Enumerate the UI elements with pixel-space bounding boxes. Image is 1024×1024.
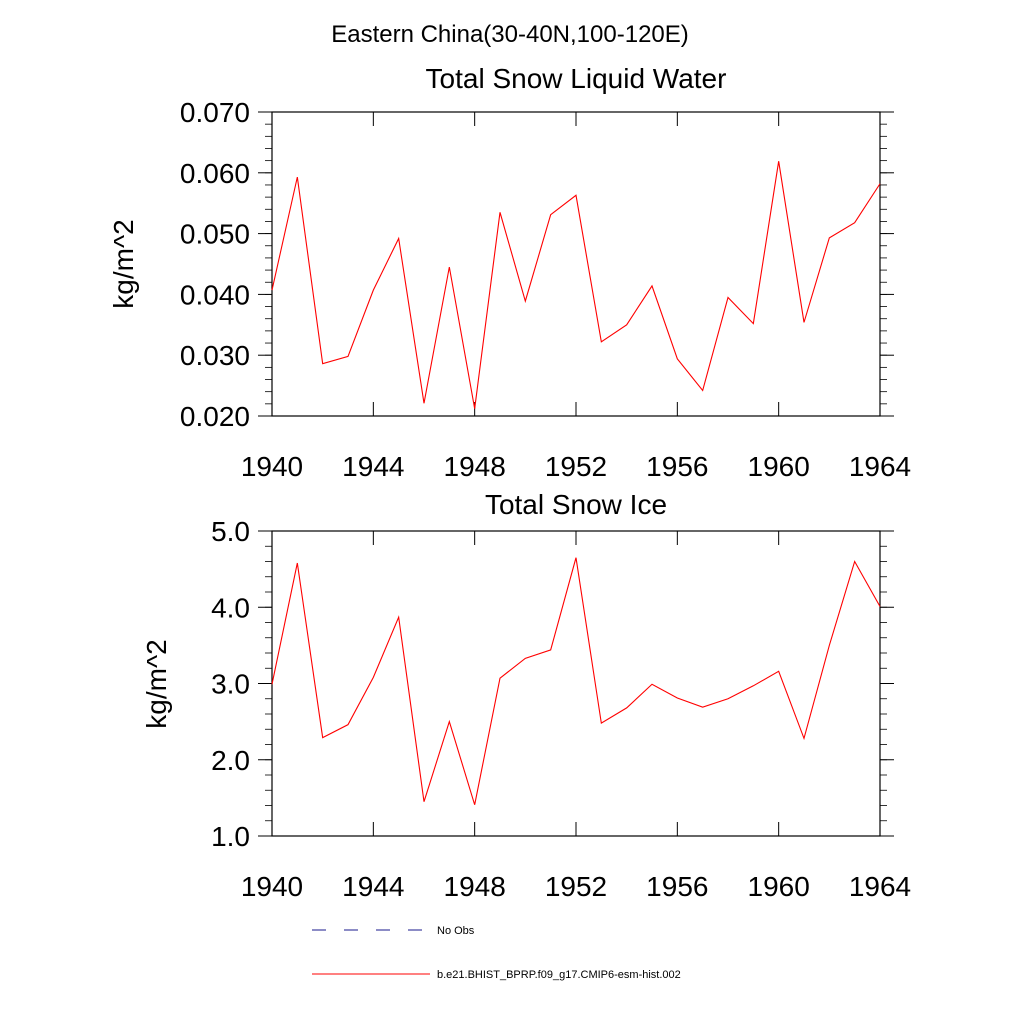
plot-frame	[271, 111, 881, 417]
x-tick-label: 1960	[748, 871, 810, 902]
series-line	[271, 161, 881, 409]
x-tick-label: 1944	[342, 871, 404, 902]
legend-item-model-run: b.e21.BHIST_BPRP.f09_g17.CMIP6-esm-hist.…	[312, 969, 681, 981]
plot-frame	[271, 530, 881, 837]
y-tick-label: 2.0	[211, 745, 250, 776]
y-tick-label: 4.0	[211, 592, 250, 623]
y-tick-label: 0.070	[180, 97, 250, 128]
panel-snow-ice: Total Snow Ice kg/m^2 1940 1944 1948 1952 19…	[141, 489, 911, 902]
x-tick-label: 1964	[849, 871, 911, 902]
x-tick-label: 1956	[646, 451, 708, 482]
y-tick-label: 0.040	[180, 279, 250, 310]
y-tick-label: 0.050	[180, 219, 250, 250]
series-line	[271, 557, 881, 805]
legend: No Obs b.e21.BHIST_BPRP.f09_g17.CMIP6-es…	[312, 925, 681, 981]
y-axis-label: kg/m^2	[108, 219, 139, 308]
legend-label: No Obs	[437, 925, 475, 937]
y-tick-label: 0.060	[180, 158, 250, 189]
panel-snow-liquid-water: Total Snow Liquid Water kg/m^2 1940 1944 1…	[108, 63, 911, 482]
x-tick-label: 1952	[545, 451, 607, 482]
y-tick-label: 0.020	[180, 401, 250, 432]
x-tick-label: 1960	[748, 451, 810, 482]
x-tick-label: 1956	[646, 871, 708, 902]
panel-title: Total Snow Liquid Water	[426, 63, 727, 94]
figure-title: Eastern China(30-40N,100-120E)	[331, 21, 689, 48]
y-axis-label: kg/m^2	[141, 639, 172, 728]
x-tick-label: 1948	[444, 451, 506, 482]
x-tick-label: 1952	[545, 871, 607, 902]
y-tick-label: 1.0	[211, 821, 250, 852]
x-tick-label: 1948	[444, 871, 506, 902]
legend-label: b.e21.BHIST_BPRP.f09_g17.CMIP6-esm-hist.…	[437, 969, 681, 981]
panel-title: Total Snow Ice	[485, 489, 667, 520]
legend-item-no-obs: No Obs	[312, 925, 475, 937]
x-tick-label: 1964	[849, 451, 911, 482]
x-tick-label: 1944	[342, 451, 404, 482]
y-tick-label: 0.030	[180, 340, 250, 371]
y-tick-label: 5.0	[211, 516, 250, 547]
x-tick-label: 1940	[241, 451, 303, 482]
x-tick-label: 1940	[241, 871, 303, 902]
y-tick-label: 3.0	[211, 669, 250, 700]
